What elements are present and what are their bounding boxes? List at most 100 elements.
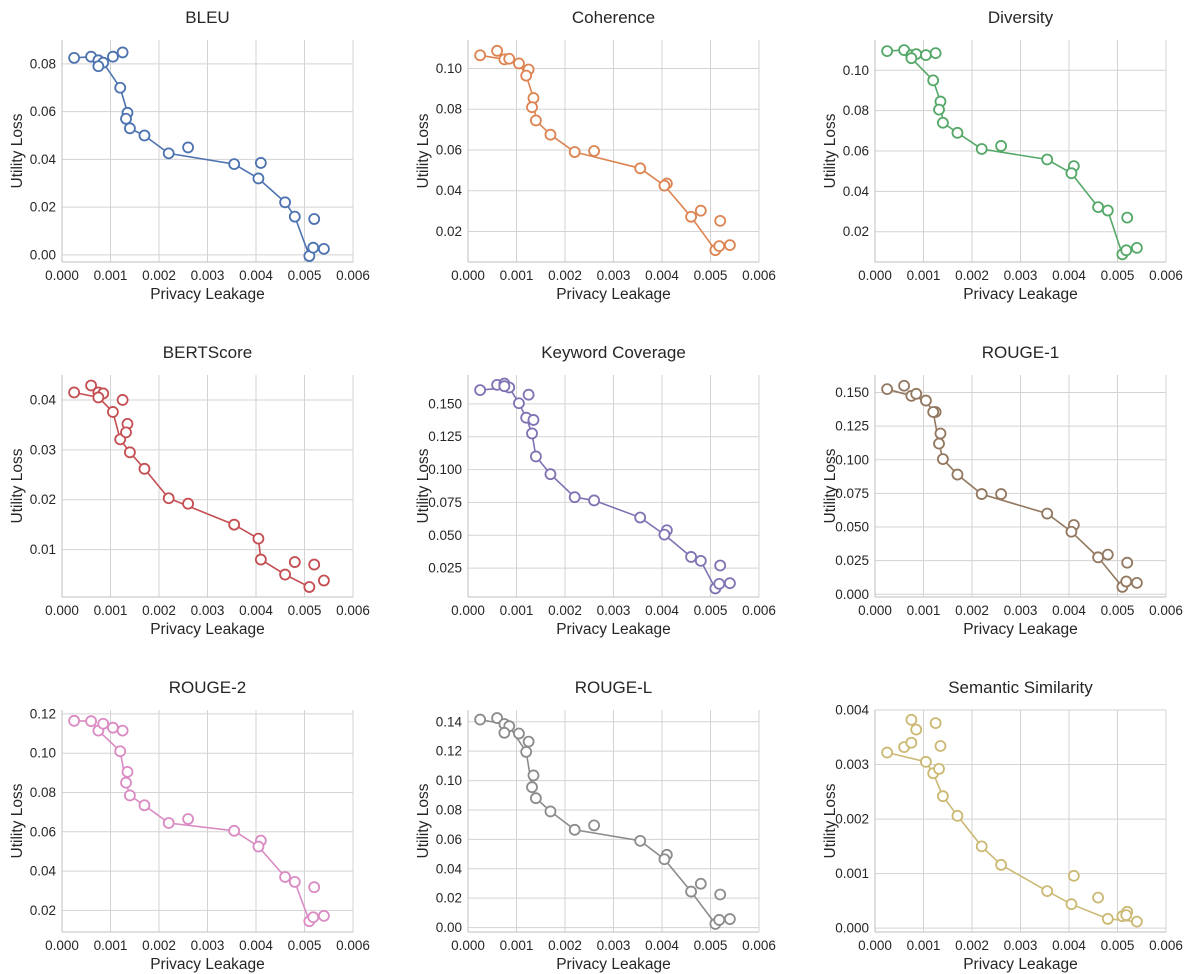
- keyword-coverage-y-tick-label: 0.075: [428, 495, 462, 510]
- bleu-y-tick-label: 0.08: [30, 56, 56, 71]
- bertscore-y-tick-label: 0.01: [30, 542, 56, 557]
- diversity-data-point: [1120, 244, 1133, 257]
- bleu-data-point: [288, 210, 301, 223]
- bertscore-frontier-line: [73, 391, 310, 588]
- keyword-coverage-data-point: [634, 511, 647, 524]
- bleu-data-point: [162, 147, 175, 160]
- semantic-similarity-data-point: [995, 859, 1007, 871]
- keyword-coverage-y-axis-label: Utility Loss: [415, 448, 432, 523]
- rouge-2-data-point: [68, 714, 81, 727]
- keyword-coverage-data-point: [658, 528, 671, 541]
- coherence-data-point: [568, 146, 581, 158]
- bleu-y-tick-label: 0.02: [30, 200, 56, 215]
- rouge-1-y-tick-label: 0.025: [835, 553, 869, 568]
- coherence-title: Coherence: [572, 8, 655, 27]
- diversity-x-tick-label: 0.005: [1101, 268, 1135, 283]
- diversity-y-tick-label: 0.10: [843, 63, 869, 78]
- coherence-data-point: [491, 44, 504, 57]
- bertscore-data-point: [162, 492, 175, 505]
- rouge-l-data-point: [588, 819, 600, 832]
- keyword-coverage-x-tick-label: 0.004: [645, 603, 679, 618]
- rouge-1-data-point: [937, 453, 949, 465]
- diversity-data-point: [937, 116, 949, 129]
- diversity-data-point: [1131, 241, 1143, 254]
- semantic-similarity-x-tick-label: 0.001: [907, 938, 941, 953]
- bertscore-data-point: [252, 532, 265, 545]
- diversity-data-point: [1041, 153, 1054, 166]
- rouge-1-title: ROUGE-1: [982, 343, 1059, 362]
- rouge-1-x-tick-label: 0.002: [955, 603, 989, 618]
- rouge-l-y-tick-label: 0.12: [436, 744, 462, 759]
- rouge-l-data-point: [527, 769, 540, 782]
- rouge-l-x-tick-label: 0.004: [645, 938, 679, 953]
- semantic-similarity-data-point: [1120, 909, 1133, 921]
- rouge-1-data-point: [951, 468, 964, 481]
- coherence-y-tick-label: 0.08: [436, 102, 462, 117]
- rouge-1-data-point: [1101, 548, 1114, 561]
- rouge-2-x-tick-label: 0.003: [191, 938, 225, 953]
- semantic-similarity-data-point: [1101, 913, 1114, 925]
- rouge-1-data-point: [1121, 556, 1134, 569]
- semantic-similarity-data-point: [1131, 915, 1143, 928]
- bleu-data-point: [92, 60, 105, 73]
- keyword-coverage-data-point: [544, 468, 557, 481]
- semantic-similarity-data-point: [1067, 869, 1080, 882]
- bertscore-data-point: [120, 426, 132, 439]
- bleu-data-point: [107, 50, 119, 63]
- rouge-l-x-tick-label: 0.003: [597, 938, 631, 953]
- rouge-2-data-point: [107, 721, 119, 734]
- diversity-data-point: [920, 49, 932, 62]
- rouge-2-y-axis-label: Utility Loss: [9, 783, 26, 858]
- bertscore-title: BERTScore: [163, 343, 252, 362]
- bleu-data-point: [68, 52, 81, 64]
- rouge-l-x-axis-label: Privacy Leakage: [556, 956, 671, 973]
- rouge-2-data-point: [123, 789, 136, 802]
- bleu-x-tick-label: 0.001: [94, 268, 128, 283]
- rouge-2-y-tick-label: 0.08: [30, 785, 56, 800]
- coherence-data-point: [714, 214, 727, 227]
- rouge-l-y-tick-label: 0.06: [436, 832, 462, 847]
- coherence-x-tick-label: 0.005: [694, 268, 728, 283]
- rouge-2-data-point: [85, 715, 97, 728]
- rouge-l-x-tick-label: 0.006: [742, 938, 776, 953]
- rouge-l-data-point: [526, 781, 538, 794]
- coherence-x-tick-label: 0.003: [597, 268, 631, 283]
- keyword-coverage-x-tick-label: 0.005: [694, 603, 728, 618]
- bleu-data-point: [308, 213, 321, 225]
- bertscore-data-point: [308, 558, 321, 571]
- diversity-x-tick-label: 0.003: [1004, 268, 1038, 283]
- rouge-l-data-point: [724, 913, 736, 925]
- bleu-data-point: [317, 242, 330, 255]
- coherence-data-point: [513, 57, 525, 70]
- rouge-l-y-tick-label: 0.00: [436, 920, 462, 935]
- rouge-2-data-point: [228, 824, 241, 837]
- bleu-data-point: [228, 158, 241, 171]
- bleu-frontier-line: [74, 55, 311, 257]
- semantic-similarity-y-tick-label: 0.003: [835, 757, 869, 772]
- coherence-y-tick-label: 0.06: [436, 142, 462, 157]
- bleu-x-tick-label: 0.002: [142, 268, 176, 283]
- diversity-y-tick-label: 0.02: [843, 224, 869, 239]
- rouge-2-data-point: [120, 776, 132, 789]
- diversity-y-tick-label: 0.04: [843, 184, 870, 199]
- rouge-l-y-tick-label: 0.14: [436, 714, 463, 729]
- coherence-data-point: [474, 49, 487, 62]
- rouge-2-data-point: [308, 881, 321, 894]
- bleu-data-point: [254, 157, 267, 169]
- rouge-2-x-tick-label: 0.004: [239, 938, 273, 953]
- panel-keyword-coverage: 0.000 0.001 0.002 0.003 0.004 0.005 0.006 0.025…: [415, 343, 776, 638]
- coherence-x-axis-label: Privacy Leakage: [556, 286, 671, 303]
- rouge-l-data-point: [714, 888, 727, 901]
- rouge-l-data-point: [694, 877, 707, 890]
- rouge-l-data-point: [544, 805, 557, 818]
- coherence-y-axis-label: Utility Loss: [415, 113, 432, 188]
- keyword-coverage-data-point: [713, 577, 726, 590]
- rouge-2-data-point: [279, 871, 292, 883]
- rouge-l-x-tick-label: 0.000: [451, 938, 485, 953]
- bertscore-y-tick-label: 0.02: [30, 492, 56, 507]
- bleu-x-tick-label: 0.004: [239, 268, 273, 283]
- panel-rouge-2: 0.000 0.001 0.002 0.003 0.004 0.005 0.006 0.02 0…: [9, 678, 370, 973]
- coherence-data-point: [530, 114, 542, 127]
- bertscore-data-point: [123, 446, 136, 459]
